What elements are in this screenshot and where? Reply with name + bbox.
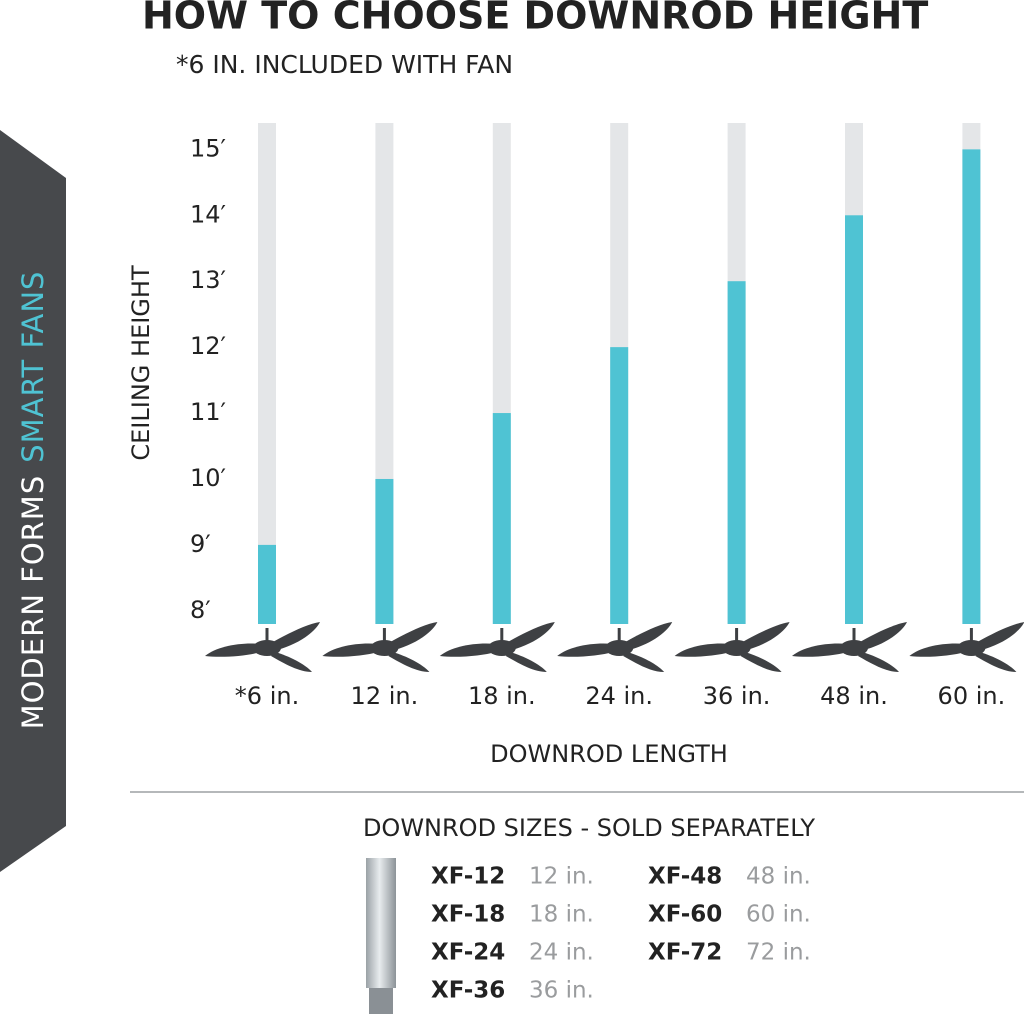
bar-track xyxy=(258,123,276,624)
fan-blade xyxy=(975,652,1017,672)
y-tick-label: 9′ xyxy=(190,530,211,558)
fan-hub xyxy=(605,640,634,656)
fan-blade xyxy=(742,622,790,650)
x-tick-label: 18 in. xyxy=(468,682,536,710)
fan-blade xyxy=(271,652,312,672)
fan-hub xyxy=(487,640,516,656)
fan xyxy=(909,622,1024,672)
fan-rod xyxy=(735,628,739,642)
fan-hub xyxy=(253,640,281,656)
fan-blade xyxy=(557,643,614,657)
chart-subtitle: *6 IN. INCLUDED WITH FAN xyxy=(176,50,513,79)
fan-blade xyxy=(205,643,261,657)
size-code: XF-48 xyxy=(648,864,722,890)
fan-rod xyxy=(852,628,856,642)
size-length: 72 in. xyxy=(746,940,811,966)
size-length: 12 in. xyxy=(529,864,594,890)
fan xyxy=(205,622,320,672)
fan-blade xyxy=(507,622,555,650)
fan-blade xyxy=(623,652,665,672)
size-length: 18 in. xyxy=(529,902,594,928)
brand: MODERN FORMS xyxy=(16,475,50,730)
downrod-image xyxy=(366,858,396,988)
y-tick-label: 8′ xyxy=(190,596,211,624)
size-code: XF-72 xyxy=(648,940,722,966)
side-banner xyxy=(0,130,66,872)
sizes-title: DOWNROD SIZES - SOLD SEPARATELY xyxy=(363,814,815,842)
y-tick-label: 14′ xyxy=(190,200,226,228)
y-tick-label: 15′ xyxy=(190,134,226,162)
bar xyxy=(375,478,394,624)
fan-blade xyxy=(860,622,907,650)
x-tick-label: 48 in. xyxy=(820,682,888,710)
fan-blade xyxy=(792,643,848,657)
fan xyxy=(322,622,438,672)
fan-blade xyxy=(977,622,1024,650)
size-length: 48 in. xyxy=(746,864,811,890)
fan-blade xyxy=(388,652,430,672)
chart-title: HOW TO CHOOSE DOWNROD HEIGHT xyxy=(142,0,928,38)
bar xyxy=(258,544,276,624)
fan-rod xyxy=(617,628,621,642)
fan xyxy=(792,622,907,672)
bar xyxy=(610,347,629,624)
fan-blade xyxy=(909,643,966,657)
fan-blade xyxy=(322,643,379,657)
fan-rod xyxy=(969,628,973,642)
fan xyxy=(439,622,555,672)
y-tick-label: 12′ xyxy=(190,332,226,360)
size-code: XF-60 xyxy=(648,902,722,928)
fan-blade xyxy=(674,643,731,657)
downrod-end xyxy=(369,988,393,1014)
fan-rod xyxy=(265,628,269,642)
fan-blade xyxy=(740,652,782,672)
x-tick-label: 12 in. xyxy=(351,682,419,710)
fan-hub xyxy=(370,640,399,656)
bar xyxy=(727,281,746,624)
fan-blade xyxy=(390,622,438,650)
bar xyxy=(845,215,863,624)
x-tick-label: 60 in. xyxy=(938,682,1006,710)
x-tick-label: *6 in. xyxy=(235,682,299,710)
size-code: XF-18 xyxy=(431,902,505,928)
bar xyxy=(492,413,511,624)
y-axis-label: CEILING HEIGHT xyxy=(127,265,155,461)
fan-blade xyxy=(505,652,547,672)
size-code: XF-36 xyxy=(431,978,505,1004)
fan-hub xyxy=(722,640,751,656)
fan-hub xyxy=(840,640,868,656)
fan-blade xyxy=(439,643,496,657)
size-code: XF-24 xyxy=(431,940,505,966)
fan-blade xyxy=(858,652,899,672)
fan-hub xyxy=(957,640,986,656)
size-length: 36 in. xyxy=(529,978,594,1004)
y-tick-label: 10′ xyxy=(190,464,226,492)
x-tick-label: 24 in. xyxy=(585,682,653,710)
product: SMART FANS xyxy=(16,271,50,463)
fan-blade xyxy=(625,622,673,650)
y-tick-label: 13′ xyxy=(190,266,226,294)
fan xyxy=(674,622,790,672)
size-length: 24 in. xyxy=(529,940,594,966)
y-tick-label: 11′ xyxy=(190,398,226,426)
fan-rod xyxy=(500,628,504,642)
side-banner-text: MODERN FORMS SMART FANS xyxy=(16,271,50,730)
fan xyxy=(557,622,673,672)
fan-blade xyxy=(273,622,320,650)
size-length: 60 in. xyxy=(746,902,811,928)
x-axis-label: DOWNROD LENGTH xyxy=(490,740,728,768)
x-tick-label: 36 in. xyxy=(703,682,771,710)
bar xyxy=(962,149,981,625)
size-code: XF-12 xyxy=(431,864,505,890)
fan-rod xyxy=(382,628,386,642)
